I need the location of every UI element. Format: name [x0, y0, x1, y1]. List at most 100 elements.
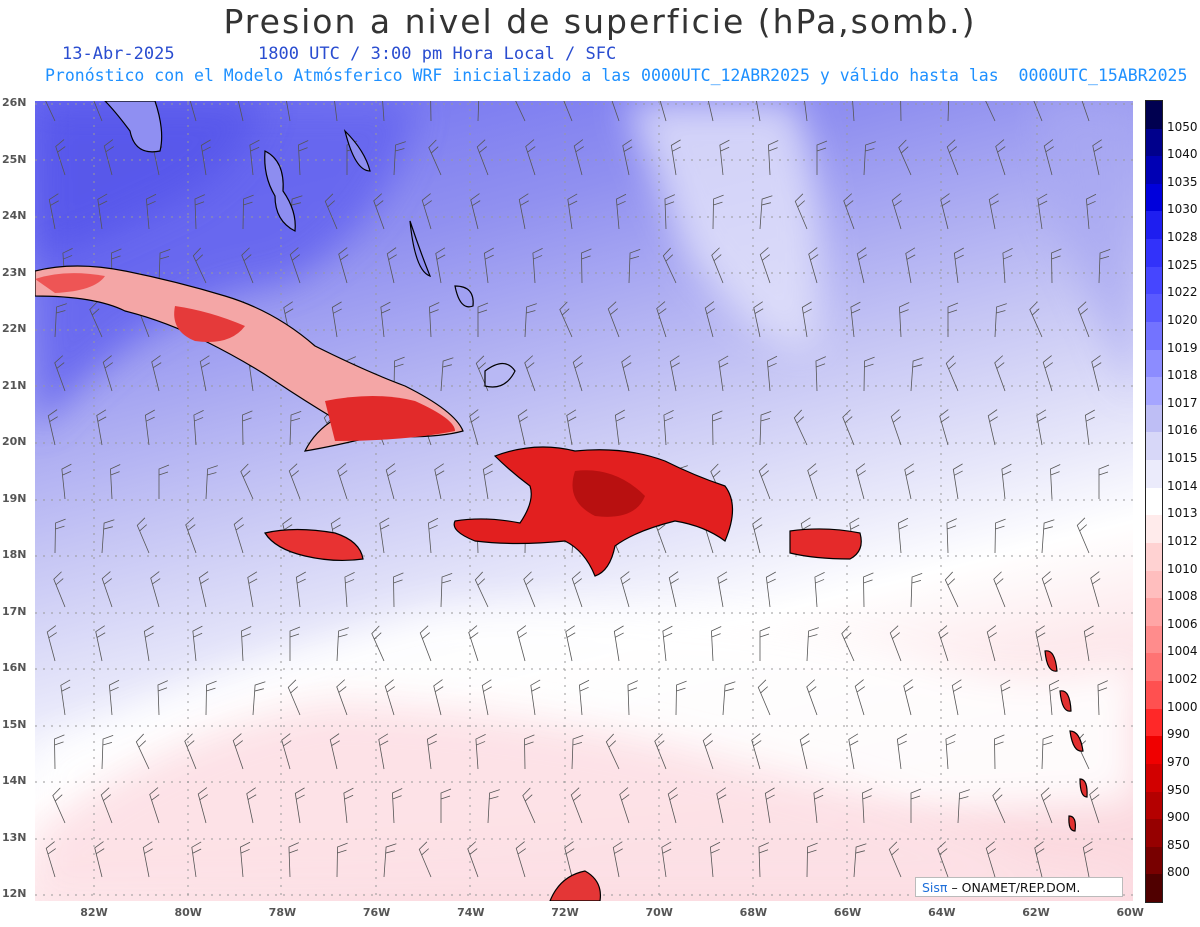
- wind-barb: [421, 193, 432, 230]
- wind-barb: [108, 679, 120, 716]
- wind-barb: [945, 355, 959, 392]
- lat-label-15n: 15N: [2, 717, 27, 731]
- wind-barb: [525, 139, 536, 176]
- wind-barb: [329, 733, 340, 770]
- wind-barb: [54, 355, 66, 392]
- wind-barb: [1084, 409, 1095, 446]
- colorbar-swatch: [1146, 266, 1162, 295]
- wind-barb: [393, 356, 405, 392]
- wind-barb: [467, 841, 479, 878]
- wind-barb: [185, 517, 197, 554]
- lon-label-72w: 72W: [551, 906, 579, 919]
- wind-barb: [136, 517, 150, 554]
- colorbar-swatch: [1146, 377, 1162, 406]
- wind-barb: [571, 571, 583, 608]
- wind-barb: [287, 679, 301, 716]
- wind-barb: [97, 193, 108, 230]
- wind-barb: [1041, 734, 1054, 770]
- wind-barb: [903, 679, 914, 716]
- colorbar-level-1035: 1035: [1167, 174, 1198, 189]
- wind-barb: [281, 733, 292, 770]
- wind-barb: [235, 101, 246, 122]
- wind-barb: [102, 355, 113, 392]
- wind-barb: [702, 733, 714, 770]
- wind-barb: [1043, 139, 1054, 176]
- wind-barb: [386, 247, 397, 284]
- wind-barb: [578, 679, 590, 716]
- wind-barb: [197, 787, 208, 824]
- wind-barb: [240, 463, 254, 500]
- wind-barb: [435, 247, 446, 284]
- wind-barb: [889, 625, 902, 662]
- wind-barb: [54, 303, 67, 338]
- wind-barb: [814, 572, 825, 608]
- wind-barb: [289, 626, 301, 661]
- wind-barb: [570, 787, 583, 824]
- colorbar-swatch: [1146, 625, 1162, 654]
- wind-barb: [392, 788, 403, 824]
- wind-barb: [1001, 463, 1012, 500]
- wind-barb: [863, 356, 875, 392]
- wind-barb: [284, 101, 295, 122]
- wind-barb: [429, 302, 440, 338]
- wind-barb: [759, 410, 772, 446]
- colorbar-level-990: 990: [1167, 727, 1190, 742]
- wind-barb: [988, 193, 999, 230]
- wind-barb: [862, 788, 873, 824]
- wind-barb: [904, 463, 915, 500]
- wind-barb: [711, 626, 722, 662]
- wind-barb: [53, 571, 66, 608]
- wind-barb: [754, 101, 765, 122]
- lat-label-22n: 22N: [2, 322, 27, 335]
- colorbar-level-1018: 1018: [1167, 368, 1198, 383]
- colorbar-level-1020: 1020: [1167, 312, 1198, 327]
- wind-barb: [759, 626, 771, 661]
- wind-barb: [608, 101, 620, 122]
- colorbar-swatch: [1146, 708, 1162, 737]
- colorbar-level-1012: 1012: [1167, 533, 1198, 548]
- wind-barb: [337, 463, 348, 500]
- wind-barb: [205, 680, 217, 716]
- wind-barb: [656, 301, 667, 338]
- wind-barb: [324, 193, 338, 230]
- wind-barb: [477, 302, 489, 337]
- wind-barb: [385, 463, 396, 500]
- wind-barb: [468, 625, 479, 662]
- wind-barb: [187, 101, 198, 122]
- jamaica: [264, 528, 364, 562]
- wind-barb: [1041, 519, 1055, 554]
- wind-barb: [242, 410, 253, 446]
- colorbar-swatch: [1146, 487, 1162, 516]
- wind-barb: [938, 625, 949, 662]
- wind-barb: [992, 787, 1006, 824]
- wind-barb: [371, 625, 385, 662]
- lat-label-19n: 19N: [2, 491, 27, 505]
- wind-barb: [808, 247, 819, 284]
- colorbar-swatch: [1146, 183, 1162, 212]
- wind-barb: [910, 788, 922, 823]
- colorbar-swatch: [1146, 128, 1162, 157]
- colorbar-level-1050: 1050: [1167, 119, 1198, 134]
- wind-barb: [46, 625, 57, 662]
- wind-barb: [709, 841, 721, 878]
- wind-barb: [144, 409, 155, 446]
- wind-barb: [806, 842, 818, 878]
- colorbar-level-970: 970: [1167, 754, 1190, 769]
- date-label: 13-Abr-2025: [62, 44, 175, 64]
- brand-logo: Sisπ: [922, 880, 948, 895]
- colorbar-level-1040: 1040: [1167, 147, 1198, 162]
- wind-barb: [757, 679, 771, 716]
- wind-barb: [191, 841, 202, 878]
- wind-barb: [45, 841, 56, 878]
- wind-barb: [511, 101, 526, 122]
- wind-barb: [758, 842, 769, 878]
- wind-barb: [853, 843, 867, 878]
- lon-label-70w: 70W: [645, 906, 673, 919]
- wind-barb: [764, 787, 775, 824]
- wind-barb: [898, 139, 912, 176]
- land-islands: [35, 101, 1088, 901]
- wind-barb: [252, 681, 266, 716]
- colorbar-swatch: [1146, 156, 1162, 185]
- wind-barb: [759, 247, 771, 284]
- wind-barb: [158, 464, 170, 499]
